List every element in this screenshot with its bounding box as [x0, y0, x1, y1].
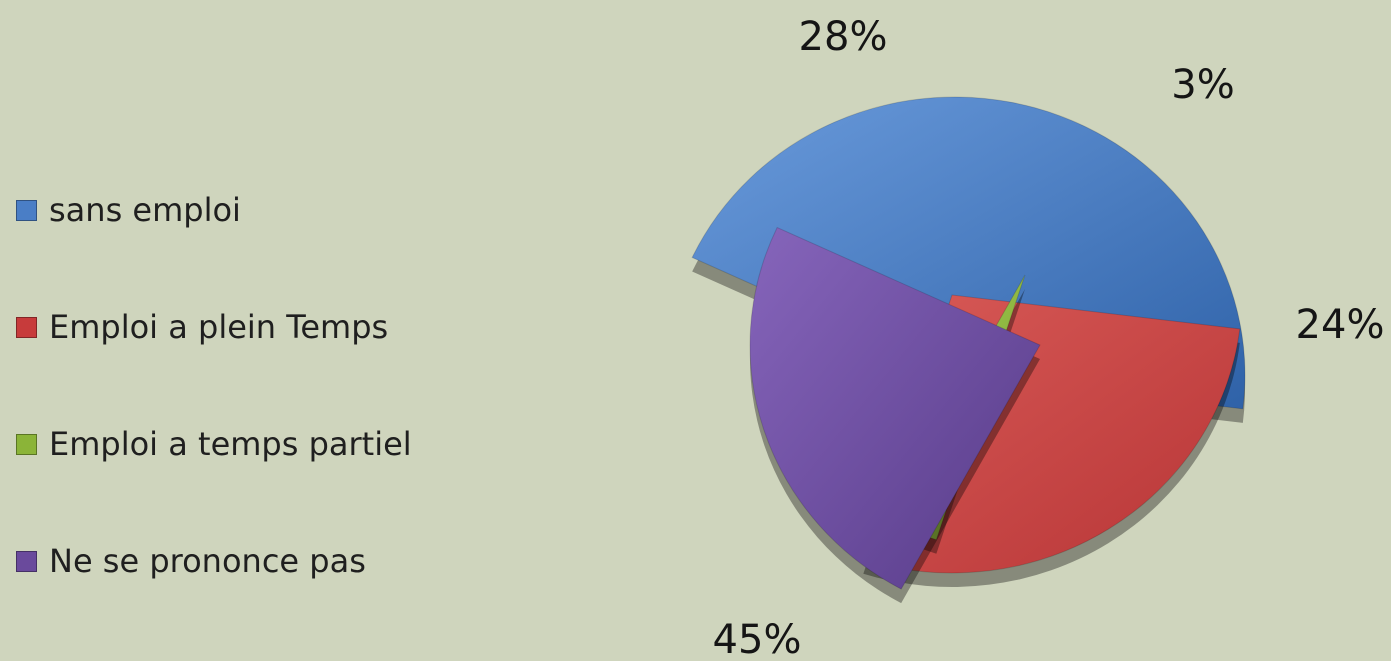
data-label: 24% [1296, 302, 1385, 348]
legend-swatch [16, 433, 37, 455]
legend-label: sans emploi [49, 191, 241, 229]
legend-swatch [16, 199, 37, 221]
legend-label: Emploi a temps partiel [49, 425, 412, 463]
legend-label: Ne se prononce pas [49, 542, 366, 580]
legend-label: Emploi a plein Temps [49, 308, 389, 346]
legend-swatch [16, 550, 37, 572]
data-label: 28% [799, 14, 888, 60]
data-label: 45% [713, 617, 802, 661]
legend-item-ne-se-prononce-pas: Ne se prononce pas [16, 539, 412, 583]
legend-item-emploi-temps-partiel: Emploi a temps partiel [16, 422, 412, 466]
legend-swatch [16, 316, 37, 338]
pie-slice [749, 226, 1041, 590]
chart-legend: sans emploi Emploi a plein Temps Emploi … [16, 188, 412, 656]
legend-item-emploi-plein-temps: Emploi a plein Temps [16, 305, 412, 349]
legend-item-sans-emploi: sans emploi [16, 188, 412, 232]
data-label: 3% [1171, 62, 1234, 108]
